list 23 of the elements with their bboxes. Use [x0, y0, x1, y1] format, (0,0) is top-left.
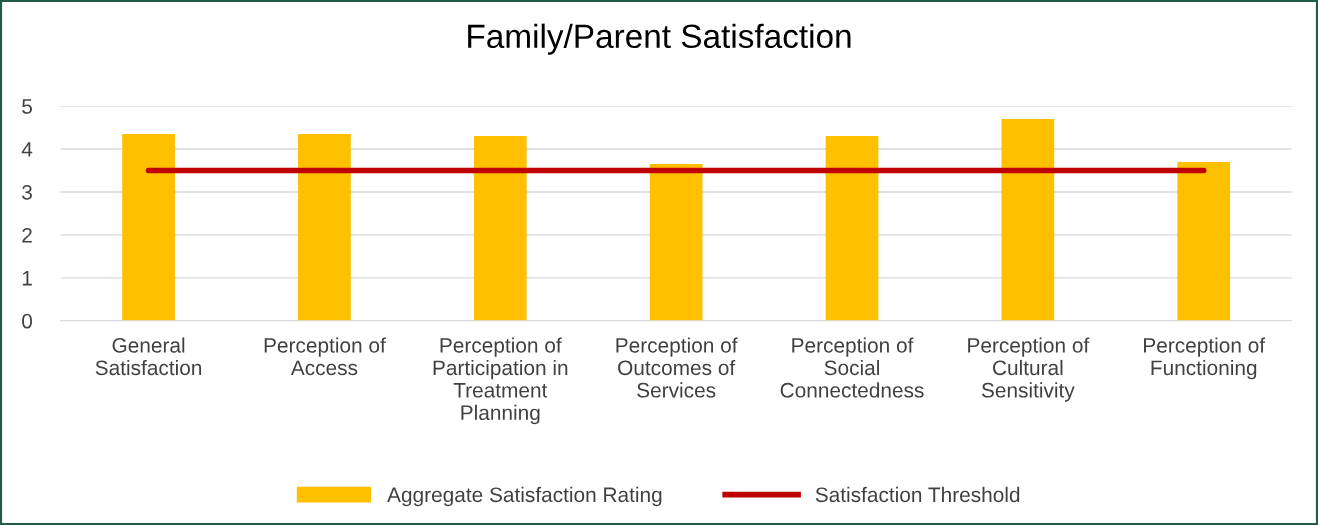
bar [298, 133, 351, 321]
x-tick-label: General Satisfaction [95, 337, 202, 376]
bar [1177, 161, 1231, 321]
bar [825, 136, 879, 321]
y-tick-label: 5 [22, 99, 32, 114]
x-tick-label: Perception of Cultural Sensitivity [968, 337, 1090, 402]
y-tick-label: 1 [22, 271, 32, 286]
legend-label: Aggregate Satisfaction Rating [387, 486, 662, 507]
bar [649, 164, 703, 321]
x-tick-label: Perception of Functioning [1144, 337, 1266, 380]
x-tick-label: Perception of Access [264, 337, 386, 376]
y-tick-label: 4 [21, 142, 33, 157]
y-tick-label: 2 [22, 227, 32, 243]
x-tick-label: Perception of Outcomes of Services [616, 337, 738, 398]
x-tick-label: Perception of Participation in Treatment Planning [433, 337, 568, 425]
y-tick-label: 0 [22, 313, 33, 329]
bar [122, 133, 175, 321]
bar [1001, 118, 1055, 321]
x-tick-label: Perception of Social Connectedness [780, 337, 924, 398]
chart-title: Family/Parent Satisfaction [468, 23, 851, 55]
bar [473, 136, 527, 321]
legend-label: Satisfaction Threshold [815, 486, 1020, 503]
y-tick-label: 3 [22, 184, 32, 200]
